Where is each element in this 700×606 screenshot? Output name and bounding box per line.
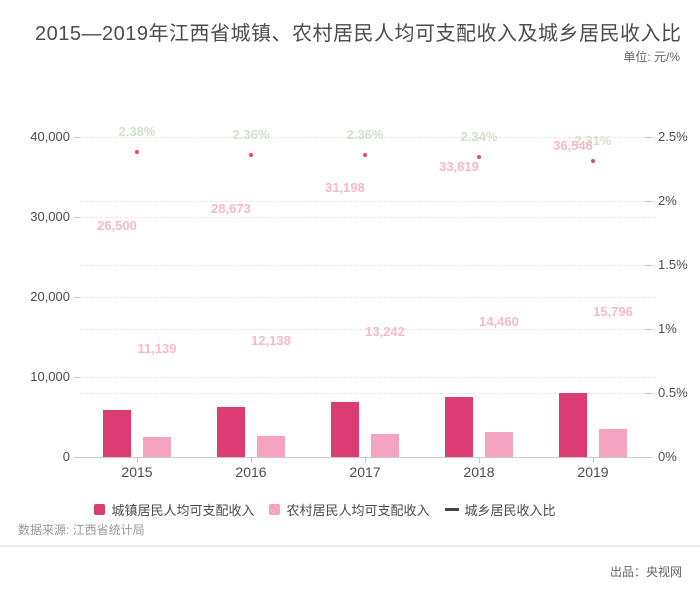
y-axis-left-tick-label: 0 bbox=[62, 449, 70, 464]
x-axis-tick-mark bbox=[365, 458, 366, 463]
y-axis-left-tick-mark bbox=[74, 137, 80, 138]
gridline bbox=[80, 217, 656, 218]
ratio-series-line-icon bbox=[444, 508, 459, 511]
bar-urban-2015[interactable] bbox=[103, 410, 131, 457]
ratio-line-point bbox=[363, 152, 367, 157]
y-axis-left-tick-label: 20,000 bbox=[30, 289, 70, 304]
data-source: 数据来源: 江西省统计局 bbox=[18, 523, 145, 537]
bar-rural-2016[interactable] bbox=[257, 435, 285, 457]
y-axis-left-tick-label: 10,000 bbox=[30, 369, 70, 384]
chart-title: 2015—2019年江西省城镇、农村居民人均可支配收入及城乡居民收入比 bbox=[35, 23, 682, 45]
x-axis-tick-mark bbox=[251, 458, 252, 463]
producer-credit: 出品：央视网 bbox=[609, 565, 682, 579]
y-axis-right-tick-mark bbox=[646, 137, 652, 138]
footer-divider bbox=[0, 545, 700, 547]
unit-label: 单位: 元/% bbox=[623, 50, 680, 64]
gridline bbox=[80, 377, 656, 378]
ratio-value-label: 2.36% bbox=[232, 126, 270, 142]
x-axis-tick-mark bbox=[137, 458, 138, 463]
y-axis-right-tick-label: 1.5% bbox=[658, 257, 688, 272]
x-axis-tick-mark bbox=[479, 458, 480, 463]
plot-area: 0 10,000 20,000 30,000 40,000 0% 0.5% 1% 1.5% 2% 2… bbox=[30, 124, 688, 480]
bar-rural-2015[interactable] bbox=[143, 437, 171, 457]
ratio-line-point bbox=[135, 150, 139, 155]
y-axis-right-tick-label: 1% bbox=[658, 321, 677, 336]
ratio-value-label: 2.34% bbox=[460, 129, 498, 145]
x-axis-category-label: 2015 bbox=[121, 464, 153, 480]
y-axis-left-tick-mark bbox=[74, 457, 80, 458]
urban-value-label: 26,500 bbox=[97, 218, 137, 233]
y-axis-left-tick-mark bbox=[74, 377, 80, 378]
urban-series-swatch-icon bbox=[94, 504, 106, 515]
gridline bbox=[80, 329, 656, 330]
y-axis-left-tick-label: 30,000 bbox=[30, 209, 70, 224]
x-axis-line bbox=[80, 457, 651, 458]
gridline bbox=[80, 137, 656, 138]
y-axis-right-tick-label: 2% bbox=[658, 193, 677, 208]
legend: 城镇居民人均可支配收入 农村居民人均可支配收入 城乡居民收入比 bbox=[0, 500, 675, 519]
y-axis-left-tick-label: 40,000 bbox=[30, 129, 70, 144]
x-axis-tick-mark bbox=[593, 458, 594, 463]
legend-label-rural: 农村居民人均可支配收入 bbox=[286, 503, 430, 518]
y-axis-right-tick-label: 0% bbox=[658, 449, 677, 464]
y-axis-left-tick-mark bbox=[74, 217, 80, 218]
bar-urban-2019[interactable] bbox=[559, 392, 587, 457]
rural-value-label: 15,796 bbox=[593, 303, 633, 319]
y-axis-right-tick-mark bbox=[646, 201, 652, 202]
ratio-value-label: 2.36% bbox=[346, 126, 384, 142]
ratio-line-point bbox=[591, 159, 595, 164]
bar-rural-2019[interactable] bbox=[599, 429, 627, 457]
x-axis-category-label: 2016 bbox=[235, 464, 267, 480]
rural-series-swatch-icon bbox=[269, 504, 281, 515]
gridline bbox=[80, 393, 656, 394]
rural-value-label: 12,138 bbox=[251, 332, 291, 348]
x-axis-category-label: 2019 bbox=[577, 464, 609, 480]
ratio-line-point bbox=[477, 155, 481, 160]
x-axis-category-label: 2018 bbox=[463, 464, 495, 480]
urban-value-label: 33,819 bbox=[439, 159, 479, 175]
ratio-value-label: 2.38% bbox=[118, 124, 156, 140]
y-axis-right-tick-mark bbox=[646, 457, 652, 458]
legend-item-income-ratio[interactable]: 城乡居民收入比 bbox=[444, 500, 556, 519]
legend-label-ratio: 城乡居民收入比 bbox=[464, 503, 556, 518]
gridline bbox=[80, 297, 656, 298]
y-axis-right-tick-mark bbox=[646, 393, 652, 394]
legend-item-rural-income[interactable]: 农村居民人均可支配收入 bbox=[269, 500, 430, 519]
urban-value-label: 31,198 bbox=[325, 180, 365, 196]
legend-label-urban: 城镇居民人均可支配收入 bbox=[111, 503, 255, 518]
urban-value-label: 28,673 bbox=[211, 200, 251, 216]
y-axis-right-tick-mark bbox=[646, 329, 652, 330]
rural-value-label: 11,139 bbox=[137, 340, 177, 356]
rural-value-label: 13,242 bbox=[365, 324, 405, 340]
gridline bbox=[80, 265, 656, 266]
ratio-value-label: 2.31% bbox=[574, 133, 612, 149]
bar-urban-2017[interactable] bbox=[331, 402, 359, 457]
ratio-line-point bbox=[249, 152, 253, 157]
y-axis-right-tick-label: 0.5% bbox=[658, 385, 688, 400]
bar-urban-2018[interactable] bbox=[445, 397, 473, 457]
bar-urban-2016[interactable] bbox=[217, 406, 245, 457]
legend-item-urban-income[interactable]: 城镇居民人均可支配收入 bbox=[94, 500, 254, 519]
y-axis-right-tick-mark bbox=[646, 265, 652, 266]
rural-value-label: 14,460 bbox=[479, 314, 519, 330]
bar-rural-2018[interactable] bbox=[485, 431, 513, 457]
y-axis-left-tick-mark bbox=[74, 297, 80, 298]
urban-value-label: 36,546 bbox=[553, 137, 593, 153]
x-axis-category-label: 2017 bbox=[349, 464, 381, 480]
y-axis-right-tick-label: 2.5% bbox=[658, 129, 688, 144]
bar-rural-2017[interactable] bbox=[371, 433, 399, 457]
gridline bbox=[80, 201, 656, 202]
